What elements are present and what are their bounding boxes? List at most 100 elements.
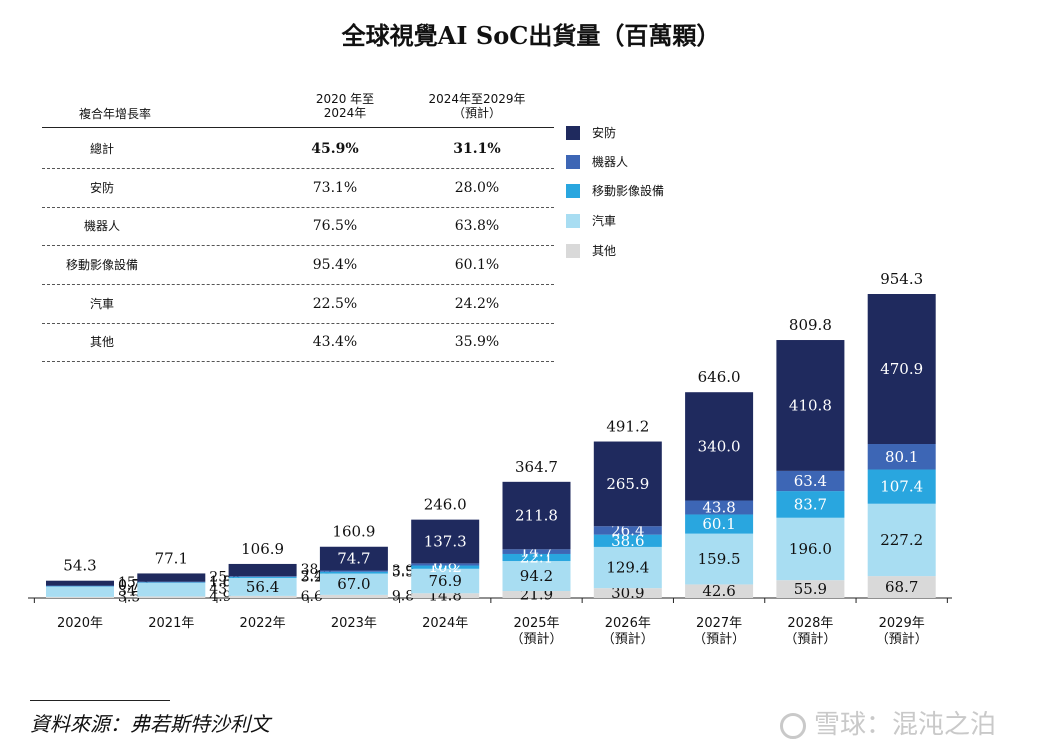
bar-segment-auto <box>137 582 206 597</box>
bar-segment-security <box>46 580 114 586</box>
bar-segment-robot <box>411 563 480 566</box>
cagr-row-mobile: 移動影像設備 95.4% 60.1% <box>42 246 554 285</box>
bar-segment-mobile <box>776 491 845 518</box>
data-label-other: 6.6 <box>301 589 323 605</box>
legend-swatch-mobile <box>566 184 580 198</box>
cagr-row-value-2024-2029: 60.1% <box>454 257 500 273</box>
x-tick-label: 2021年 <box>148 616 194 631</box>
legend-swatch-security <box>566 126 580 140</box>
bar-segment-mobile <box>593 534 662 547</box>
total-label: 364.7 <box>515 458 558 476</box>
bar-segment-mobile <box>685 514 754 534</box>
cagr-row-security: 安防 73.1% 28.0% <box>42 169 554 208</box>
bar-segment-other <box>411 593 480 598</box>
total-label: 646.0 <box>698 368 741 386</box>
bar-segment-security <box>685 392 754 501</box>
bar-segment-auto <box>319 573 388 595</box>
chart-title: 全球視覺AI SoC出貨量（百萬顆） <box>341 21 721 50</box>
data-label-security: 265.9 <box>606 475 649 493</box>
bar-segment-security <box>593 441 662 527</box>
data-label-auto: 76.9 <box>428 572 461 590</box>
watermark-text: 雪球：混沌之泊 <box>814 710 997 740</box>
cagr-row-auto: 汽車 22.5% 24.2% <box>42 285 554 324</box>
x-tick-label: 2029年 <box>879 616 925 631</box>
bar-segment-mobile <box>137 582 206 583</box>
cagr-col2-header-line1: 2024年至2029年 <box>428 92 526 106</box>
bar-segment-other <box>685 584 754 598</box>
cagr-row-name: 機器人 <box>83 219 120 233</box>
legend-label: 其他 <box>592 244 617 258</box>
data-label-security: 470.9 <box>880 360 923 378</box>
legend-swatch-auto <box>566 214 580 228</box>
data-label-robot: 3.9 <box>392 563 414 579</box>
data-label-robot: 1.3 <box>209 574 231 590</box>
cagr-row-value-2024-2029: 24.2% <box>454 296 500 312</box>
legend-label: 機器人 <box>592 155 629 169</box>
data-label-other: 30.9 <box>611 584 644 602</box>
legend-label: 移動影像設備 <box>592 184 665 198</box>
cagr-row-total: 總計 45.9% 31.1% <box>42 130 554 169</box>
cagr-row-name: 移動影像設備 <box>65 258 138 272</box>
total-label: 106.9 <box>241 540 284 558</box>
bar-segment-robot <box>685 500 754 515</box>
bar-segment-robot <box>46 585 114 587</box>
data-label-auto: 94.2 <box>520 567 553 585</box>
cagr-row-robot: 機器人 76.5% 63.8% <box>42 207 554 246</box>
bar-segment-other <box>776 580 845 598</box>
cagr-row-name: 總計 <box>89 142 114 156</box>
data-label-auto: 159.5 <box>698 550 741 568</box>
data-label-security: 410.8 <box>789 396 832 414</box>
total-label: 809.8 <box>789 316 832 334</box>
x-tick-label: （預計） <box>693 631 745 647</box>
data-label-mobile: 5.5 <box>392 565 414 581</box>
bar-segment-robot <box>776 470 845 492</box>
data-label-auto: 67.0 <box>337 575 370 593</box>
data-label-mobile: 0.7 <box>118 578 140 594</box>
bar-segment-other <box>46 596 114 598</box>
x-tick-label: （預計） <box>876 631 928 647</box>
x-tick-label: （預計） <box>602 631 654 647</box>
bar-segment-robot <box>593 526 662 535</box>
data-label-auto: 227.2 <box>880 531 923 549</box>
x-tick-label: 2022年 <box>240 616 286 631</box>
data-label-other: 4.9 <box>209 589 231 605</box>
data-label-mobile: 38.6 <box>611 532 644 550</box>
bar-segment-security <box>411 519 480 564</box>
cagr-row-value-2024-2029: 31.1% <box>453 141 501 157</box>
cagr-header-rule <box>42 90 554 128</box>
data-label-auto: 129.4 <box>606 559 649 577</box>
data-label-security: 340.0 <box>698 437 741 455</box>
cagr-row-name: 汽車 <box>89 297 114 311</box>
data-label-robot: 0.7 <box>118 578 140 594</box>
legend-swatch-other <box>566 244 580 258</box>
x-tick-label: （預計） <box>510 631 562 647</box>
cagr-row-value-2024-2029: 28.0% <box>454 180 500 196</box>
data-label-mobile: 107.4 <box>880 478 923 496</box>
data-label-auto: 56.4 <box>246 578 279 596</box>
data-label-mobile: 3.2 <box>301 569 323 585</box>
bar-segment-security <box>502 481 571 550</box>
data-label-robot: 63.4 <box>794 472 827 490</box>
bar-segment-security <box>137 573 206 582</box>
x-tick-label: 2025年 <box>513 616 559 631</box>
data-label-other: 9.8 <box>392 588 414 604</box>
data-label-other: 68.7 <box>885 578 918 596</box>
cagr-row-value-2024-2029: 63.8% <box>454 218 500 234</box>
data-label-robot: 80.1 <box>885 448 918 466</box>
legend-label: 汽車 <box>592 214 617 228</box>
legend-label: 安防 <box>592 126 617 140</box>
source-rule <box>30 700 170 701</box>
bar-segment-mobile <box>319 571 388 574</box>
source-note: 資料來源：弗若斯特沙利文 <box>30 712 270 736</box>
total-label: 954.3 <box>880 270 923 288</box>
cagr-row-name: 安防 <box>89 181 114 195</box>
data-label-security: 137.3 <box>424 533 467 551</box>
x-tick-label: 2027年 <box>696 616 742 631</box>
bar-segment-auto <box>228 577 297 596</box>
bar-segment-other <box>867 576 936 598</box>
cagr-row-value-2020-2024: 45.9% <box>311 141 359 157</box>
data-label-auto: 196.0 <box>789 540 832 558</box>
bar-segment-other <box>502 591 571 598</box>
data-label-security: 74.7 <box>337 550 370 568</box>
